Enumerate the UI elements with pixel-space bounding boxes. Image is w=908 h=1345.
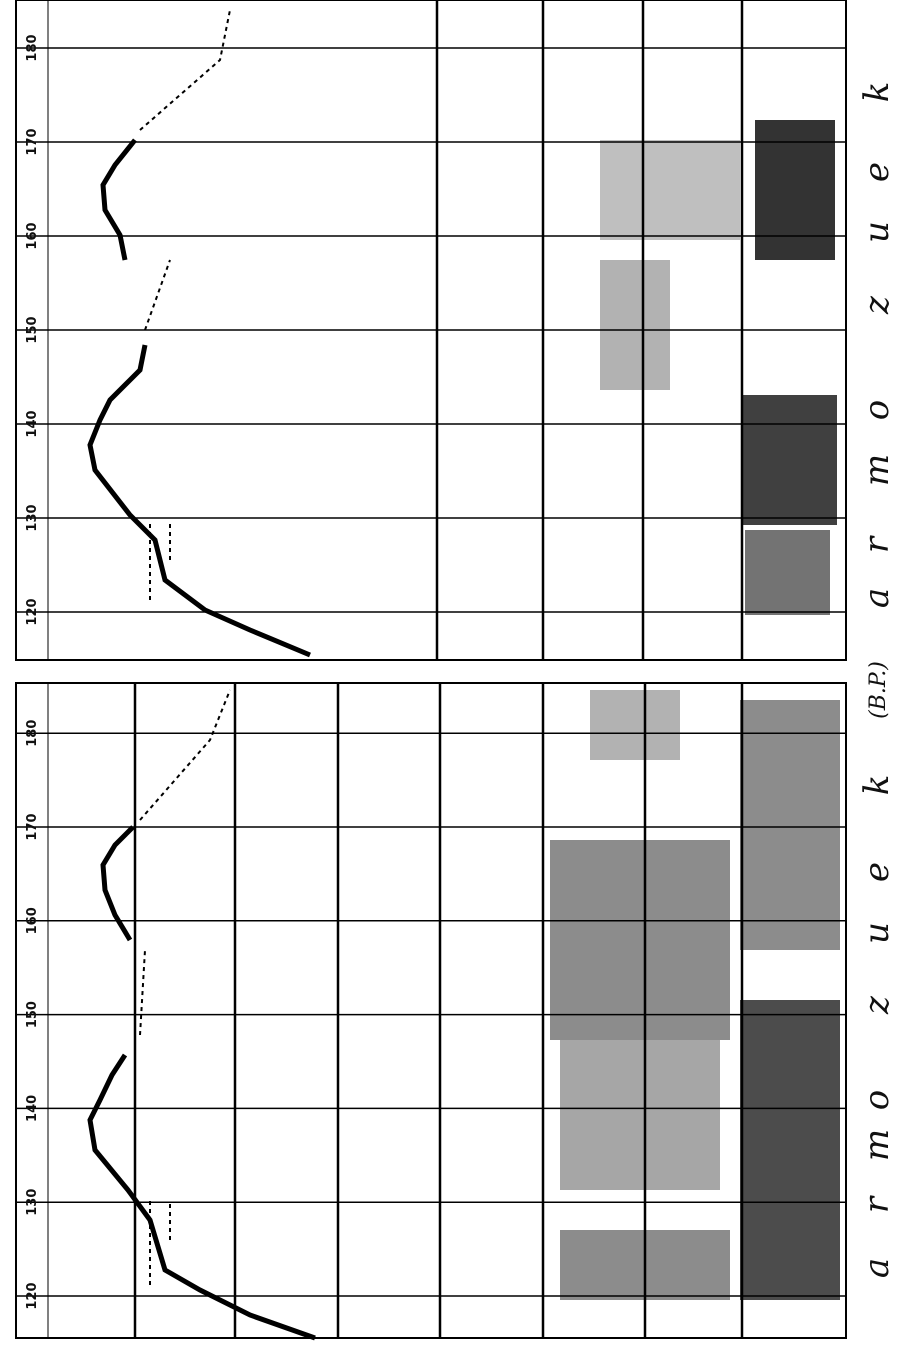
tick-label: 130 — [25, 504, 40, 531]
tick-label: 150 — [25, 1001, 40, 1028]
segment-label: u — [857, 922, 897, 944]
tick-label: 120 — [25, 598, 40, 625]
tick-label: 170 — [25, 128, 40, 155]
segment-label: u — [857, 221, 897, 243]
segment-label: m — [857, 1129, 897, 1161]
segment-label: z — [857, 295, 897, 315]
tick-label: 140 — [25, 410, 40, 437]
labels: 120130140150160170180armozuek12013014015… — [16, 34, 897, 1310]
tick-label: 140 — [25, 1095, 40, 1122]
tick-label: 180 — [25, 720, 40, 747]
segment-label: k — [857, 82, 897, 103]
tick-label: 120 — [25, 1282, 40, 1309]
tick-label: 150 — [25, 316, 40, 343]
pitch-trace-broken — [139, 9, 231, 1285]
spectrogram-energy — [550, 120, 840, 1300]
segment-label: e — [857, 162, 897, 182]
tick-label: 160 — [25, 907, 40, 934]
segment-label: o — [857, 1090, 897, 1110]
segment-label: a — [857, 1258, 897, 1278]
tick-label: 130 — [25, 1189, 40, 1216]
unit-label: (B.P.) — [866, 661, 891, 719]
tick-label: 180 — [25, 34, 40, 61]
segment-label: e — [857, 862, 897, 882]
segment-label: z — [857, 995, 897, 1015]
frequency-grid — [133, 0, 744, 1338]
segment-label: m — [857, 454, 897, 486]
segment-label: r — [857, 1195, 897, 1213]
tick-label: 160 — [25, 222, 40, 249]
segment-label: o — [857, 400, 897, 420]
segment-label: r — [857, 535, 897, 553]
segment-label: a — [857, 588, 897, 608]
segment-label: k — [857, 775, 897, 796]
pitch-trace — [87, 138, 316, 1341]
tick-label: 170 — [25, 813, 40, 840]
